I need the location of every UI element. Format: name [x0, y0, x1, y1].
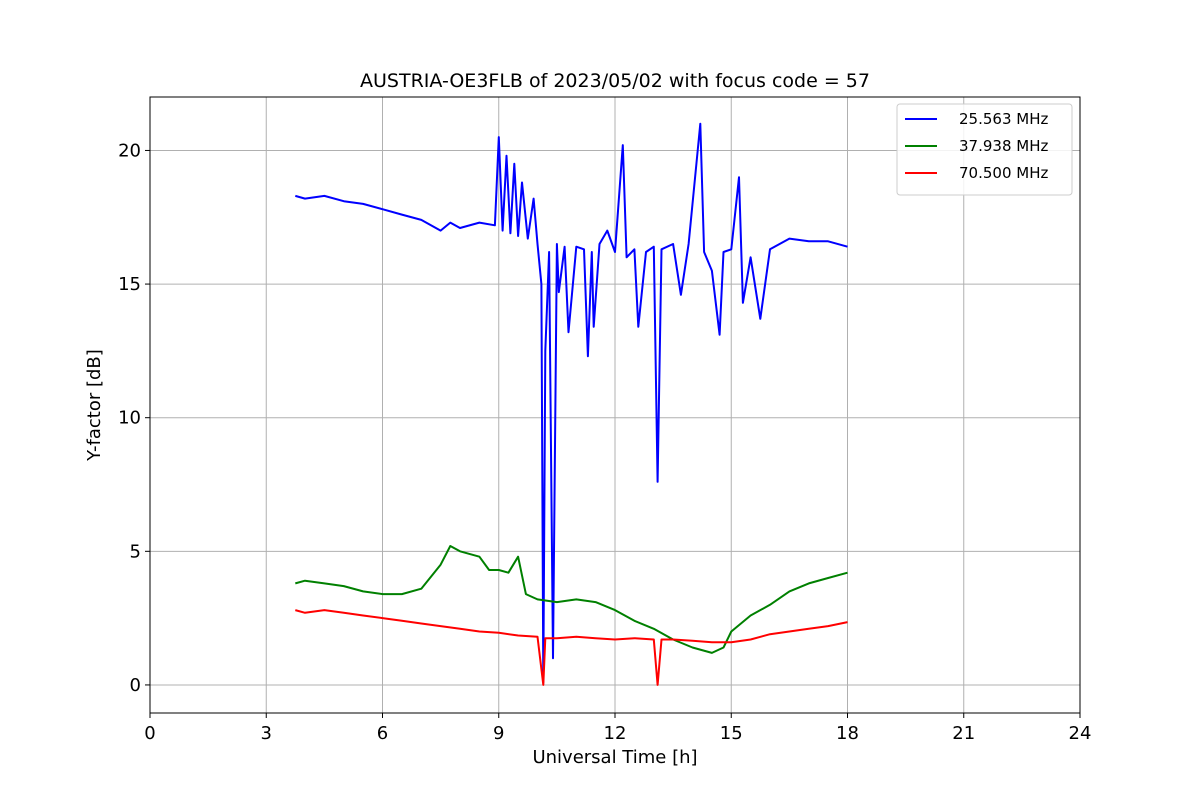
legend-label: 25.563 MHz — [959, 110, 1048, 128]
y-tick-label: 5 — [130, 541, 141, 562]
plot-series — [295, 122, 848, 686]
legend: 25.563 MHz 37.938 MHz 70.500 MHz — [896, 103, 1073, 196]
x-tick-label: 24 — [1069, 723, 1092, 744]
series-line-3 — [295, 609, 848, 686]
x-tick-label: 6 — [377, 723, 388, 744]
y-axis-label: Y-factor [dB] — [84, 349, 105, 462]
legend-box — [896, 103, 1073, 196]
y-tick-label: 0 — [130, 675, 141, 696]
x-axis-label: Universal Time [h] — [532, 747, 697, 768]
chart-title: AUSTRIA-OE3FLB of 2023/05/02 with focus … — [360, 70, 870, 92]
x-tick-label: 3 — [261, 723, 272, 744]
y-tick-label: 10 — [118, 408, 141, 429]
legend-label: 70.500 MHz — [959, 164, 1048, 182]
y-tick-label: 20 — [118, 140, 141, 161]
axis-ticks: 0 3 6 9 12 15 18 21 24 0 5 10 15 20 — [118, 140, 1091, 744]
x-tick-label: 15 — [720, 723, 743, 744]
series-line-1 — [295, 122, 848, 684]
x-tick-label: 12 — [604, 723, 627, 744]
x-tick-label: 0 — [144, 723, 155, 744]
x-tick-label: 21 — [952, 723, 975, 744]
y-tick-label: 15 — [118, 274, 141, 295]
series-line-2 — [295, 545, 848, 654]
x-tick-label: 18 — [836, 723, 859, 744]
legend-label: 37.938 MHz — [959, 137, 1048, 155]
x-tick-label: 9 — [493, 723, 504, 744]
